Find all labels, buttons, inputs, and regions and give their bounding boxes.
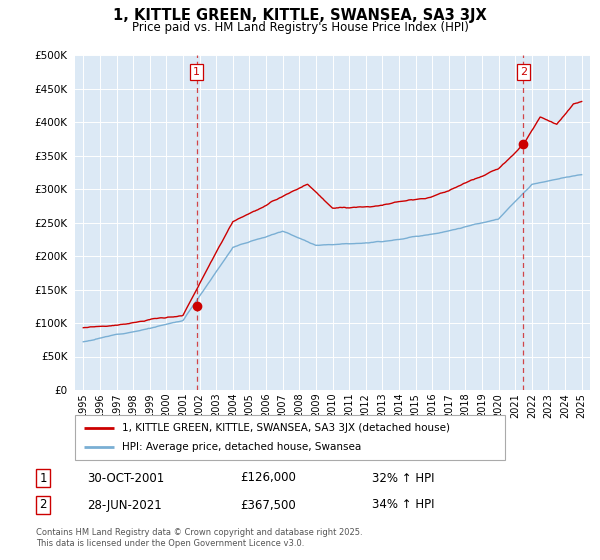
Text: 1, KITTLE GREEN, KITTLE, SWANSEA, SA3 3JX (detached house): 1, KITTLE GREEN, KITTLE, SWANSEA, SA3 3J… — [122, 423, 450, 432]
Text: 2: 2 — [40, 498, 47, 511]
Text: 28-JUN-2021: 28-JUN-2021 — [87, 498, 162, 511]
Text: £367,500: £367,500 — [240, 498, 296, 511]
Text: 1, KITTLE GREEN, KITTLE, SWANSEA, SA3 3JX: 1, KITTLE GREEN, KITTLE, SWANSEA, SA3 3J… — [113, 8, 487, 24]
Text: HPI: Average price, detached house, Swansea: HPI: Average price, detached house, Swan… — [122, 442, 362, 452]
Text: 30-OCT-2001: 30-OCT-2001 — [87, 472, 164, 484]
FancyBboxPatch shape — [75, 415, 505, 460]
Text: 1: 1 — [193, 67, 200, 77]
Text: Contains HM Land Registry data © Crown copyright and database right 2025.
This d: Contains HM Land Registry data © Crown c… — [36, 528, 362, 548]
Text: Price paid vs. HM Land Registry's House Price Index (HPI): Price paid vs. HM Land Registry's House … — [131, 21, 469, 34]
Text: 32% ↑ HPI: 32% ↑ HPI — [372, 472, 434, 484]
Text: £126,000: £126,000 — [240, 472, 296, 484]
Text: 2: 2 — [520, 67, 527, 77]
Text: 34% ↑ HPI: 34% ↑ HPI — [372, 498, 434, 511]
Text: 1: 1 — [40, 472, 47, 484]
